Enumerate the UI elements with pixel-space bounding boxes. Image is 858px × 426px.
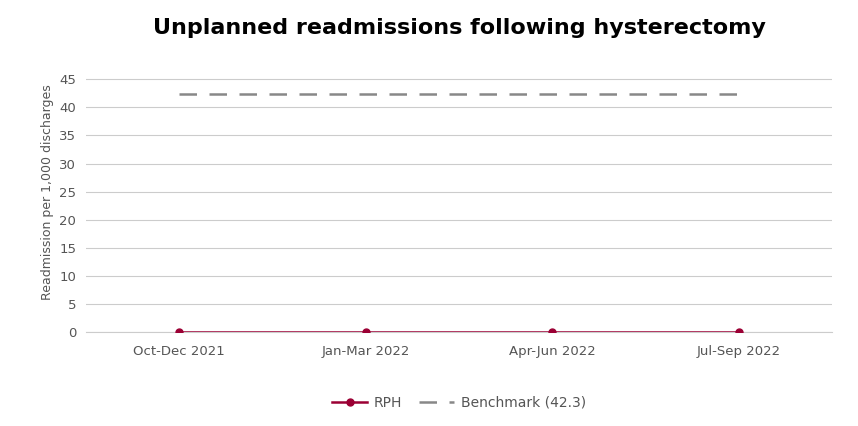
Title: Unplanned readmissions following hysterectomy: Unplanned readmissions following hystere… [153,18,765,38]
Legend: RPH, Benchmark (42.3): RPH, Benchmark (42.3) [327,390,591,415]
Y-axis label: Readmission per 1,000 discharges: Readmission per 1,000 discharges [40,84,53,299]
